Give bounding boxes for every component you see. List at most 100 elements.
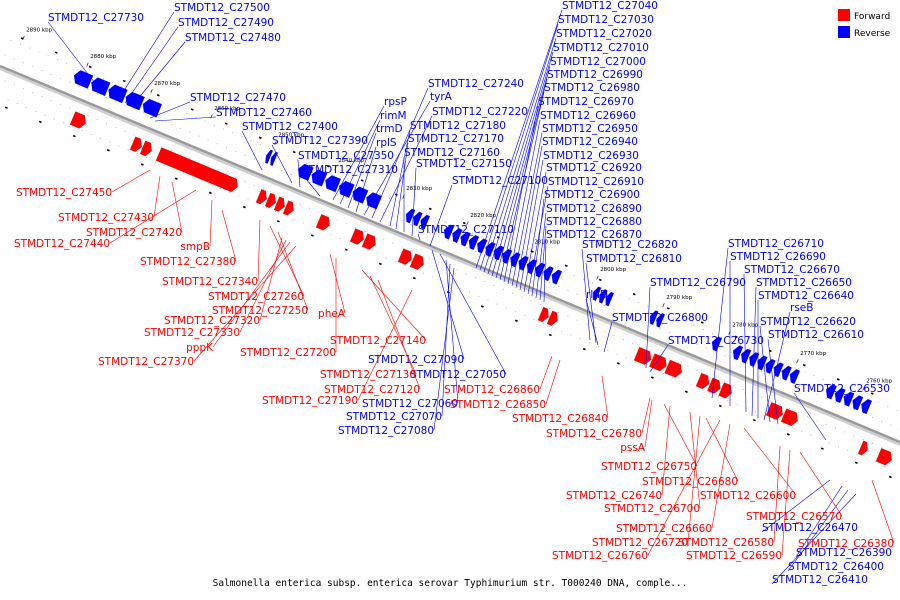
reverse-label-leader xyxy=(149,101,191,119)
reverse-label-leader xyxy=(371,87,429,219)
reverse-label-leader xyxy=(441,263,451,417)
forward-gene-9 xyxy=(349,228,364,245)
reverse-gene-36 xyxy=(733,345,744,361)
kbp-tick-label: 2770 kbp xyxy=(800,351,826,357)
forward-gene-label: STMDT12_C26700 xyxy=(604,503,700,515)
reverse-gene-label: STMDT12_C27070 xyxy=(346,411,442,423)
track-mark-top xyxy=(326,165,330,168)
forward-label-leader xyxy=(377,279,421,390)
track-mark-bottom xyxy=(514,319,518,322)
reverse-gene-44 xyxy=(826,384,837,400)
reverse-gene-label: tyrA xyxy=(430,91,453,103)
reverse-gene-11 xyxy=(352,186,369,204)
forward-gene-label: STMDT12_C27190 xyxy=(262,395,358,407)
forward-gene-14 xyxy=(546,310,558,326)
reverse-gene-label: STMDT12_C26950 xyxy=(542,123,638,135)
reverse-label-leader xyxy=(117,11,175,101)
reverse-label-leader xyxy=(131,41,186,107)
track-mark-top xyxy=(802,363,806,367)
reverse-label-leader xyxy=(332,105,385,201)
forward-gene-6 xyxy=(273,196,285,212)
reverse-gene-41 xyxy=(773,362,784,378)
track-mark-top xyxy=(122,79,126,83)
track-mark-bottom xyxy=(140,163,144,166)
kbp-tick-mark xyxy=(466,221,469,226)
forward-label-leader xyxy=(193,245,297,362)
reverse-gene-label: rluD xyxy=(586,289,608,301)
kbp-tick-label: 2880 kbp xyxy=(90,54,116,60)
reverse-label-leader xyxy=(503,105,539,283)
forward-gene-18 xyxy=(695,372,710,389)
reverse-gene-23 xyxy=(502,249,513,264)
forward-label-leader xyxy=(663,403,698,467)
forward-gene-label: STMDT12_C27430 xyxy=(58,212,154,224)
reverse-label-leader xyxy=(767,338,779,425)
reverse-label-leader xyxy=(603,321,613,353)
kbp-tick-label: 2890 kbp xyxy=(26,27,52,33)
reverse-gene-28 xyxy=(543,266,554,282)
forward-gene-label: STMDT12_C26660 xyxy=(616,523,712,535)
reverse-label-leader xyxy=(445,259,459,404)
reverse-gene-label: STMDT12_C26410 xyxy=(772,574,868,586)
forward-label-leader xyxy=(153,175,161,218)
reverse-label-leader xyxy=(339,119,381,205)
reverse-gene-label: STMDT12_C27470 xyxy=(190,92,286,104)
track-mark-top xyxy=(496,236,500,239)
reverse-gene-1 xyxy=(91,77,111,96)
track-mark-bottom xyxy=(106,149,110,152)
forward-label-leader xyxy=(269,225,305,297)
forward-label-leader xyxy=(329,253,346,314)
reverse-gene-label: STMDT12_C27220 xyxy=(432,106,528,118)
reverse-label-leader xyxy=(241,130,263,171)
reverse-gene-34 xyxy=(656,313,665,328)
backbone-shadow xyxy=(0,66,900,446)
kbp-tick-label: 2810 kbp xyxy=(534,240,560,246)
reverse-label-leader xyxy=(395,142,409,230)
reverse-label-leader xyxy=(787,489,849,572)
reverse-gene-label: STMDT12_C26530 xyxy=(794,383,890,395)
forward-label-leader xyxy=(743,427,797,496)
reverse-label-leader xyxy=(585,298,599,346)
reverse-label-leader xyxy=(347,132,377,209)
track-mark-bottom xyxy=(38,120,42,124)
track-mark-bottom xyxy=(72,134,76,138)
reverse-gene-40 xyxy=(765,359,776,374)
track-mark-top xyxy=(666,307,670,310)
track-mark-top xyxy=(632,292,636,296)
track-mark-top xyxy=(870,392,874,395)
forward-gene-20 xyxy=(718,382,732,399)
reverse-label-leader xyxy=(743,273,747,413)
forward-gene-label: STMDT12_C26720 xyxy=(592,537,688,549)
track-mark-bottom xyxy=(718,404,722,408)
reverse-gene-label: STMDT12_C27160 xyxy=(404,147,500,159)
reverse-gene-label: STMDT12_C26970 xyxy=(538,96,634,108)
track-mark-top xyxy=(734,335,738,338)
track-mark-top xyxy=(292,150,296,154)
forward-label-leader xyxy=(257,219,261,282)
reverse-label-leader xyxy=(297,159,301,188)
forward-gene-label: STMDT12_C26570 xyxy=(746,511,842,523)
track-mark-bottom xyxy=(480,305,484,308)
forward-gene-label: pheA xyxy=(318,308,346,320)
reverse-label-leader xyxy=(439,253,507,375)
reverse-gene-21 xyxy=(485,242,496,257)
kbp-tick-label: 2780 kbp xyxy=(732,322,758,328)
forward-gene-19 xyxy=(707,377,721,394)
kbp-tick-mark xyxy=(596,275,599,280)
reverse-label-leader xyxy=(417,233,421,241)
kbp-tick-label: 2800 kbp xyxy=(600,267,626,273)
track-mark-top xyxy=(836,378,840,381)
reverse-label-leader xyxy=(491,65,551,277)
forward-label-leader xyxy=(357,289,413,401)
reverse-label-leader xyxy=(535,212,547,299)
reverse-gene-label: STMDT12_C27050 xyxy=(410,369,506,381)
forward-label-leader xyxy=(689,411,701,509)
forward-gene-15 xyxy=(633,347,652,365)
track-mark-bottom xyxy=(4,106,8,109)
reverse-label-leader xyxy=(499,91,545,281)
map-caption: Salmonella enterica subsp. enterica sero… xyxy=(212,578,688,589)
track-mark-bottom xyxy=(582,347,586,351)
kbp-tick-mark xyxy=(22,35,25,40)
reverse-gene-label: STMDT12_C27090 xyxy=(368,354,464,366)
forward-gene-0 xyxy=(69,111,86,129)
